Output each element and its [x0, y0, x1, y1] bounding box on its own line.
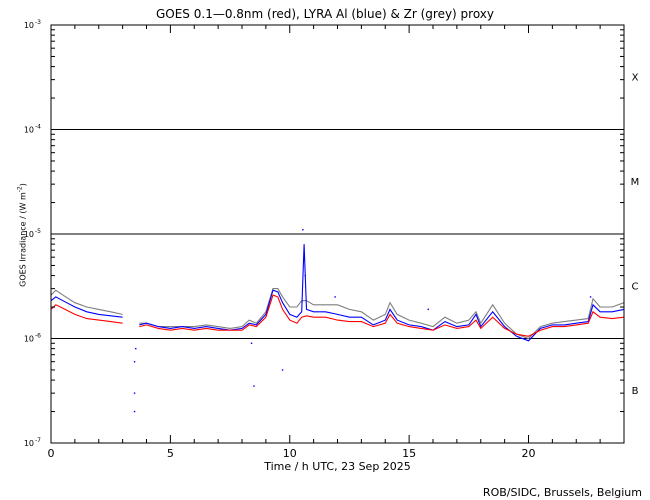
series-line-segment — [139, 244, 625, 342]
x-axis-label: Time / h UTC, 23 Sep 2025 — [264, 460, 411, 473]
credit-text: ROB/SIDC, Brussels, Belgium — [482, 486, 642, 499]
series-2 — [50, 294, 625, 337]
y-tick-label: 10 — [24, 230, 34, 239]
y-tick-label: 10 — [24, 335, 34, 344]
x-tick-label: 5 — [167, 447, 174, 460]
series-line-segment — [139, 288, 625, 340]
flare-class-lines — [51, 129, 624, 339]
scatter-point — [253, 385, 255, 387]
scatter-point — [133, 392, 136, 394]
y-axis: 10-710-610-510-410-3 — [24, 19, 624, 448]
y-tick-label: 10 — [24, 126, 34, 135]
flare-class-label: C — [632, 282, 639, 293]
x-axis: 0 5 10 15 20 — [48, 25, 625, 460]
x-tick-label: 15 — [402, 447, 416, 460]
y-tick-exponent: -4 — [35, 124, 41, 131]
blue-scatter-points — [133, 228, 592, 413]
scatter-point — [304, 274, 306, 277]
scatter-point — [427, 308, 429, 311]
y-axis-label-exponent: -2 — [16, 186, 24, 193]
series-1 — [50, 244, 625, 342]
scatter-point — [334, 296, 336, 298]
series-line-segment — [50, 304, 123, 324]
chart-title: GOES 0.1—0.8nm (red), LYRA Al (blue) & Z… — [155, 7, 495, 21]
y-tick-exponent: -7 — [35, 437, 41, 444]
x-tick-label: 0 — [48, 447, 55, 460]
y-axis-label: GOES Irradiance / (W m-2) — [17, 183, 28, 287]
y-axis-label-text: GOES Irradiance / (W m — [18, 192, 28, 287]
series-line-segment — [50, 289, 123, 315]
flare-class-label: M — [631, 177, 640, 188]
flare-class-label: X — [632, 73, 639, 84]
scatter-point — [133, 410, 136, 413]
series-line-segment — [50, 296, 123, 318]
flare-class-label: B — [632, 386, 639, 397]
scatter-point — [135, 347, 137, 350]
scatter-point — [133, 360, 136, 363]
y-axis-label-close: ) — [18, 183, 28, 187]
y-tick-exponent: -3 — [35, 19, 41, 26]
scatter-point — [303, 256, 305, 258]
series-0 — [50, 288, 625, 340]
scatter-point — [589, 296, 592, 298]
series-layer — [50, 244, 625, 342]
series-line-segment — [139, 294, 625, 337]
scatter-point — [250, 342, 253, 344]
x-tick-label: 10 — [283, 447, 297, 460]
y-tick-label: 10 — [24, 21, 34, 30]
y-tick-exponent: -5 — [35, 228, 41, 235]
scatter-point — [281, 369, 284, 371]
y-tick-label: 10 — [24, 439, 34, 448]
scatter-point — [302, 228, 304, 231]
x-tick-label: 20 — [522, 447, 536, 460]
y-tick-exponent: -6 — [35, 333, 41, 340]
flare-class-labels: B C M X — [631, 73, 640, 397]
